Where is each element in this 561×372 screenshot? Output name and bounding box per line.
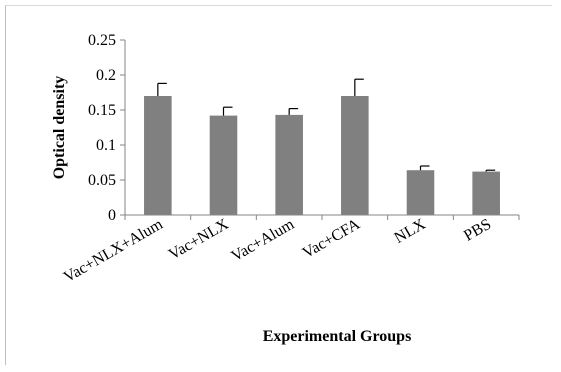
y-tick-label: 0.05 bbox=[88, 172, 116, 189]
y-axis-ticks: 0 0.05 0.1 0.15 0.2 0.25 bbox=[88, 32, 125, 224]
bar bbox=[406, 170, 435, 215]
x-axis-title: Experimental Groups bbox=[263, 328, 412, 345]
bars bbox=[144, 96, 500, 215]
y-tick-label: 0.2 bbox=[96, 67, 116, 84]
y-tick-label: 0.25 bbox=[88, 32, 116, 49]
chart-frame bbox=[5, 5, 552, 365]
bar bbox=[209, 115, 238, 215]
bar bbox=[341, 96, 369, 215]
x-tick-label: PBS bbox=[461, 216, 494, 245]
x-tick-label: NLX bbox=[392, 216, 429, 247]
bar bbox=[472, 171, 500, 215]
y-tick-label: 0 bbox=[108, 207, 116, 224]
x-tick-label: Vac+Alum bbox=[229, 215, 298, 265]
error-bars bbox=[157, 78, 496, 172]
y-tick-label: 0.15 bbox=[88, 102, 116, 119]
y-axis-title: Optical density bbox=[51, 76, 68, 180]
x-tick-label: Vac+NLX+Alum bbox=[61, 215, 166, 286]
y-tick-label: 0.1 bbox=[96, 137, 116, 154]
x-tick-label: Vac+NLX bbox=[166, 216, 232, 264]
bar bbox=[275, 114, 303, 215]
x-tick-label: Vac+CFA bbox=[300, 216, 363, 262]
bar bbox=[144, 96, 172, 215]
